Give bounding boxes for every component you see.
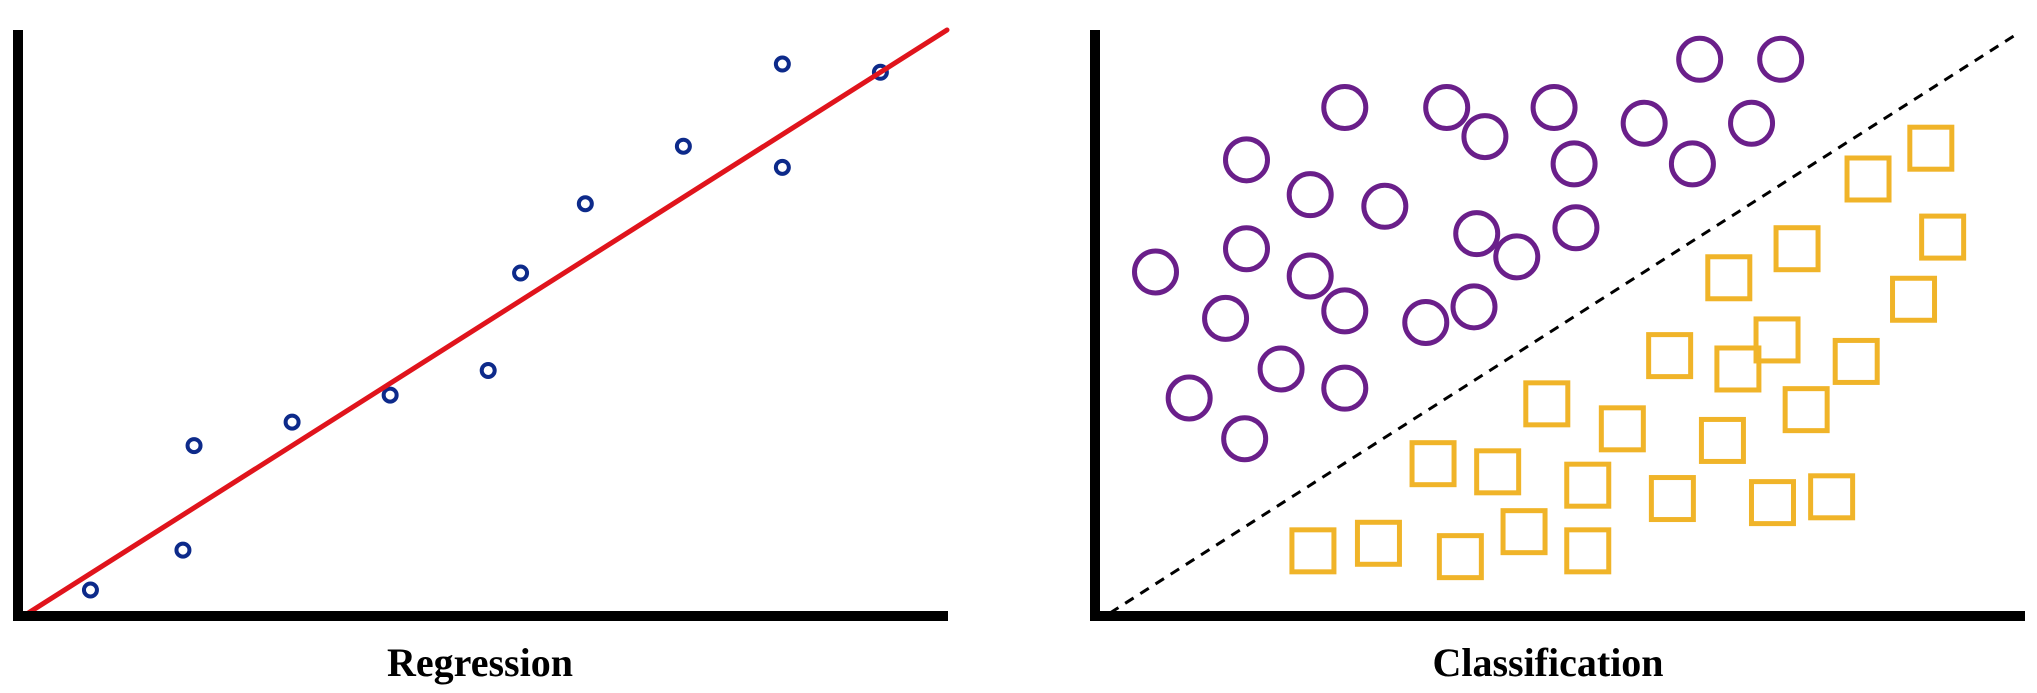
- regression-data-point: [674, 137, 692, 155]
- classification-caption: Classification: [1432, 640, 1663, 685]
- class-b-square: [1648, 475, 1696, 523]
- class-a-circle: [1757, 35, 1805, 83]
- class-a-circle: [1676, 35, 1724, 83]
- class-circles: [1132, 35, 1805, 463]
- class-a-circle: [1728, 99, 1776, 147]
- class-b-square: [1523, 380, 1571, 428]
- class-b-square: [1782, 386, 1830, 434]
- class-a-circle: [1423, 84, 1471, 132]
- class-b-square: [1289, 527, 1337, 575]
- class-a-circle: [1620, 99, 1668, 147]
- class-a-circle: [1257, 345, 1305, 393]
- regression-data-point: [576, 195, 594, 213]
- class-b-square: [1832, 337, 1880, 385]
- regression-data-point: [185, 437, 203, 455]
- regression-data-point: [479, 361, 497, 379]
- regression-data-point: [381, 386, 399, 404]
- class-b-square: [1714, 345, 1762, 393]
- class-a-circle: [1223, 225, 1270, 273]
- class-a-circle: [1402, 299, 1450, 346]
- class-b-square: [1907, 124, 1955, 172]
- class-b-square: [1409, 440, 1457, 488]
- class-a-circle: [1202, 294, 1250, 342]
- class-a-circle: [1530, 84, 1578, 132]
- class-b-square: [1500, 508, 1548, 556]
- class-b-square: [1919, 213, 1967, 261]
- class-b-square: [1753, 316, 1801, 364]
- class-b-square: [1598, 405, 1646, 453]
- class-b-square: [1564, 461, 1612, 509]
- class-b-square: [1474, 448, 1522, 496]
- class-b-square: [1808, 473, 1856, 521]
- classification-panel: Classification: [1090, 30, 2025, 685]
- class-a-circle: [1461, 113, 1509, 161]
- class-b-square: [1436, 533, 1484, 581]
- class-b-square: [1564, 527, 1612, 575]
- regression-caption: Regression: [387, 640, 573, 685]
- class-b-square: [1698, 416, 1746, 464]
- class-a-circle: [1286, 171, 1334, 219]
- class-b-square: [1646, 332, 1694, 380]
- class-a-circle: [1321, 287, 1369, 335]
- class-squares: [1289, 124, 1967, 581]
- class-a-circle: [1550, 140, 1598, 188]
- class-b-square: [1773, 225, 1821, 273]
- class-a-circle: [1453, 210, 1501, 258]
- regression-fit-line: [19, 27, 950, 620]
- regression-data-point: [773, 55, 791, 73]
- class-a-circle: [1361, 182, 1409, 230]
- class-b-square: [1354, 519, 1402, 567]
- class-b-square: [1844, 155, 1892, 203]
- regression-data-point: [81, 581, 99, 599]
- class-a-circle: [1221, 415, 1269, 463]
- regression-data-point: [773, 158, 791, 176]
- regression-points: [81, 55, 889, 599]
- class-a-circle: [1321, 364, 1369, 412]
- class-b-square: [1748, 479, 1796, 527]
- class-a-circle: [1552, 204, 1600, 252]
- class-a-circle: [1668, 140, 1716, 188]
- class-a-circle: [1132, 248, 1179, 296]
- class-a-circle: [1493, 233, 1541, 281]
- class-a-circle: [1223, 136, 1270, 184]
- class-b-square: [1705, 254, 1753, 302]
- class-a-circle: [1450, 283, 1498, 331]
- class-b-square: [1890, 275, 1938, 323]
- regression-panel: Regression: [13, 27, 950, 685]
- class-a-circle: [1286, 252, 1334, 300]
- regression-data-point: [512, 264, 530, 282]
- class-a-circle: [1165, 374, 1213, 422]
- class-a-circle: [1321, 84, 1369, 132]
- regression-data-point: [174, 541, 192, 559]
- regression-data-point: [283, 413, 301, 431]
